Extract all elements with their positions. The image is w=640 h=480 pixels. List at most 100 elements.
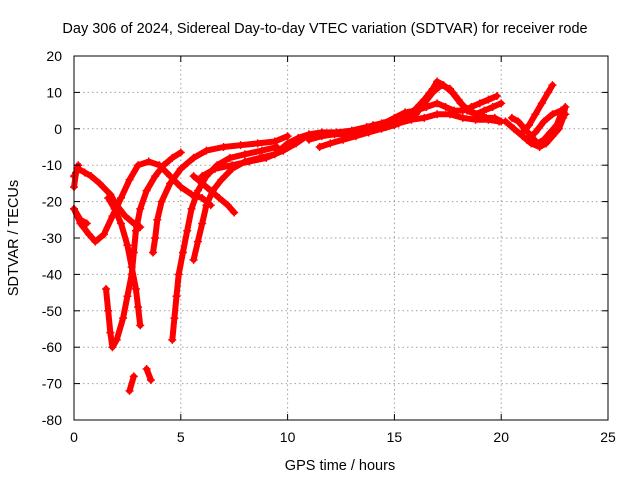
data-point [106,328,115,337]
data-point [116,219,125,228]
data-point [131,226,140,235]
data-point [544,88,553,97]
data-point [127,263,136,272]
data-point [522,135,531,144]
data-point [364,128,373,137]
data-point [304,135,313,144]
data-point [193,186,202,195]
data-point [189,172,198,181]
data-point [458,113,467,122]
data-point [339,135,348,144]
series-track-k [189,115,399,264]
data-point [330,130,339,139]
data-point [129,372,138,381]
data-point [473,110,482,119]
series-track-t [518,81,557,137]
data-point [136,204,145,213]
data-point [315,143,324,151]
data-series [70,77,570,395]
data-point [379,119,388,128]
data-point [441,102,450,111]
data-point [84,230,93,239]
series-track-u [522,106,570,144]
data-point [539,117,548,126]
data-point [202,146,211,155]
data-point [420,95,429,104]
x-tick-label: 20 [493,429,509,445]
data-point [174,270,183,279]
x-tick-label: 25 [600,429,616,445]
data-point [198,219,207,228]
data-point [245,157,254,166]
grid-lines [74,56,608,420]
data-point [433,110,442,119]
data-point [450,106,459,115]
data-point [99,230,108,239]
data-point [142,365,151,374]
data-point [189,255,198,264]
data-point [501,117,510,126]
data-point [484,95,493,104]
data-point [176,183,185,192]
data-point [548,81,557,90]
data-point [257,146,266,155]
data-point [134,303,143,312]
data-point [123,241,132,250]
data-point [166,179,175,188]
series-track-f [104,193,145,330]
series-track-l [189,172,239,217]
data-point [270,137,279,146]
data-point [80,168,89,177]
data-point [433,99,442,108]
data-point [151,172,160,181]
data-point [136,321,145,330]
data-point [189,153,198,162]
data-point [82,219,91,228]
data-point [422,102,431,111]
data-point [131,284,140,293]
data-point [518,128,527,137]
y-tick-label: -80 [42,412,62,428]
data-point [465,106,474,115]
data-point [198,179,207,188]
data-point [149,248,158,257]
data-point [125,386,134,395]
data-point [198,172,207,181]
data-point [76,215,85,224]
data-point [110,204,119,213]
data-point [531,128,540,137]
y-tick-label: -30 [42,230,62,246]
data-point [223,201,232,210]
data-point [144,157,153,166]
y-axis-title: SDTVAR / TECUs [6,180,22,296]
data-point [253,139,262,148]
chart-title: Day 306 of 2024, Sidereal Day-to-day VTE… [62,21,587,37]
y-tick-label: -50 [42,303,62,319]
data-point [112,335,121,344]
data-point [121,212,130,221]
data-point [168,153,177,162]
data-point [134,161,143,170]
y-tick-label: -40 [42,266,62,282]
data-point [390,113,399,122]
data-point [151,234,160,242]
data-point [104,306,113,315]
y-tick-label: -20 [42,194,62,210]
data-point [490,113,499,122]
data-point [183,226,192,235]
series-track-line [190,116,398,263]
data-point [403,112,412,121]
data-point [240,150,249,159]
y-tick-label: 10 [46,84,62,100]
series-track-i [149,132,292,257]
y-tick-label: 20 [46,48,62,64]
x-tick-label: 10 [280,429,296,445]
data-point [217,175,226,184]
y-tick-label: -60 [42,339,62,355]
data-point [514,117,523,126]
y-tick-label: -70 [42,376,62,392]
data-point [488,102,497,111]
data-point [439,81,448,90]
data-point [411,104,420,113]
